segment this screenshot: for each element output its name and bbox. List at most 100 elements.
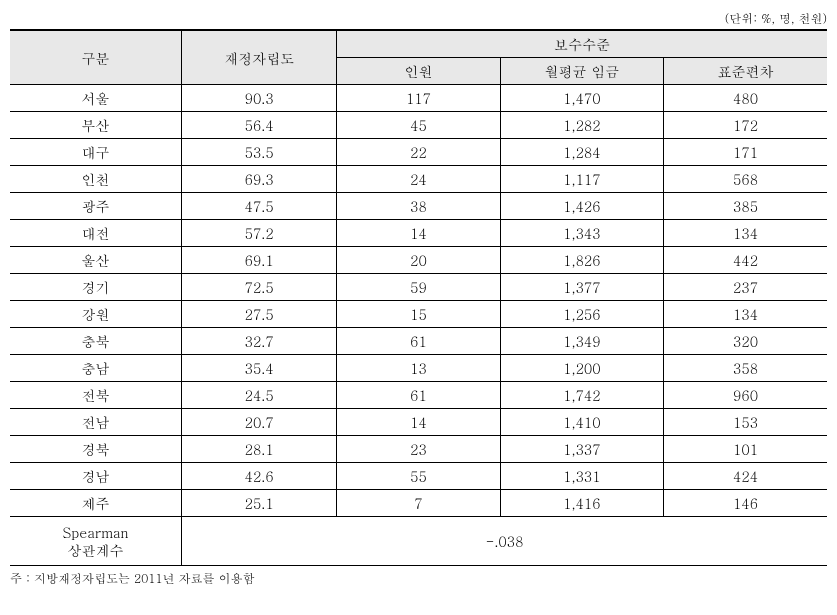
cell-region: 경기 <box>10 274 182 301</box>
table-row: 충남35.4131,200358 <box>10 355 827 382</box>
cell-region: 경북 <box>10 436 182 463</box>
table-row: 강원27.5151,256134 <box>10 301 827 328</box>
header-std: 표준편차 <box>664 58 827 85</box>
cell-wage: 1,410 <box>500 409 663 436</box>
cell-count: 7 <box>337 490 500 517</box>
fiscal-wage-table: 구분 재정자립도 보수수준 인원 월평균 임금 표준편차 서울90.31171,… <box>10 29 827 566</box>
unit-note: (단위: %, 명, 천원) <box>10 10 827 27</box>
cell-region: 충남 <box>10 355 182 382</box>
spearman-row: Spearman상관계수-.038 <box>10 517 827 566</box>
cell-count: 20 <box>337 247 500 274</box>
cell-std: 385 <box>664 193 827 220</box>
cell-wage: 1,416 <box>500 490 663 517</box>
table-row: 전북24.5611,742960 <box>10 382 827 409</box>
cell-region: 충북 <box>10 328 182 355</box>
cell-region: 대전 <box>10 220 182 247</box>
table-row: 경기72.5591,377237 <box>10 274 827 301</box>
table-row: 전남20.7141,410153 <box>10 409 827 436</box>
cell-region: 경남 <box>10 463 182 490</box>
cell-fiscal: 90.3 <box>182 85 337 112</box>
cell-count: 14 <box>337 220 500 247</box>
cell-count: 24 <box>337 166 500 193</box>
footnote: 주 : 지방재정자립도는 2011년 자료를 이용함 <box>10 570 827 587</box>
cell-region: 서울 <box>10 85 182 112</box>
cell-std: 153 <box>664 409 827 436</box>
table-row: 충북32.7611,349320 <box>10 328 827 355</box>
cell-fiscal: 42.6 <box>182 463 337 490</box>
cell-fiscal: 28.1 <box>182 436 337 463</box>
cell-wage: 1,742 <box>500 382 663 409</box>
cell-fiscal: 20.7 <box>182 409 337 436</box>
header-avg-wage: 월평균 임금 <box>500 58 663 85</box>
cell-fiscal: 57.2 <box>182 220 337 247</box>
cell-fiscal: 56.4 <box>182 112 337 139</box>
cell-count: 59 <box>337 274 500 301</box>
cell-count: 38 <box>337 193 500 220</box>
cell-std: 358 <box>664 355 827 382</box>
spearman-value: -.038 <box>182 517 827 566</box>
cell-wage: 1,200 <box>500 355 663 382</box>
cell-fiscal: 25.1 <box>182 490 337 517</box>
spearman-label: Spearman상관계수 <box>10 517 182 566</box>
table-row: 경남42.6551,331424 <box>10 463 827 490</box>
table-row: 광주47.5381,426385 <box>10 193 827 220</box>
cell-std: 480 <box>664 85 827 112</box>
cell-count: 23 <box>337 436 500 463</box>
cell-std: 568 <box>664 166 827 193</box>
cell-region: 부산 <box>10 112 182 139</box>
cell-count: 61 <box>337 382 500 409</box>
cell-wage: 1,256 <box>500 301 663 328</box>
cell-fiscal: 35.4 <box>182 355 337 382</box>
cell-wage: 1,426 <box>500 193 663 220</box>
header-count: 인원 <box>337 58 500 85</box>
cell-wage: 1,331 <box>500 463 663 490</box>
cell-region: 강원 <box>10 301 182 328</box>
cell-count: 22 <box>337 139 500 166</box>
cell-std: 960 <box>664 382 827 409</box>
cell-count: 13 <box>337 355 500 382</box>
cell-std: 171 <box>664 139 827 166</box>
cell-fiscal: 47.5 <box>182 193 337 220</box>
cell-region: 울산 <box>10 247 182 274</box>
cell-region: 전북 <box>10 382 182 409</box>
table-row: 부산56.4451,282172 <box>10 112 827 139</box>
header-fiscal: 재정자립도 <box>182 30 337 85</box>
cell-count: 117 <box>337 85 500 112</box>
cell-std: 101 <box>664 436 827 463</box>
cell-wage: 1,284 <box>500 139 663 166</box>
cell-region: 전남 <box>10 409 182 436</box>
table-row: 제주25.171,416146 <box>10 490 827 517</box>
cell-fiscal: 53.5 <box>182 139 337 166</box>
cell-std: 134 <box>664 301 827 328</box>
cell-fiscal: 27.5 <box>182 301 337 328</box>
table-row: 대구53.5221,284171 <box>10 139 827 166</box>
cell-fiscal: 69.1 <box>182 247 337 274</box>
cell-fiscal: 32.7 <box>182 328 337 355</box>
header-wage-group: 보수수준 <box>337 30 827 58</box>
table-row: 대전57.2141,343134 <box>10 220 827 247</box>
cell-fiscal: 69.3 <box>182 166 337 193</box>
cell-fiscal: 24.5 <box>182 382 337 409</box>
cell-region: 제주 <box>10 490 182 517</box>
table-row: 울산69.1201,826442 <box>10 247 827 274</box>
cell-count: 15 <box>337 301 500 328</box>
cell-count: 61 <box>337 328 500 355</box>
cell-wage: 1,826 <box>500 247 663 274</box>
cell-region: 광주 <box>10 193 182 220</box>
cell-wage: 1,470 <box>500 85 663 112</box>
cell-count: 55 <box>337 463 500 490</box>
cell-std: 424 <box>664 463 827 490</box>
cell-std: 237 <box>664 274 827 301</box>
cell-wage: 1,337 <box>500 436 663 463</box>
cell-wage: 1,349 <box>500 328 663 355</box>
cell-region: 인천 <box>10 166 182 193</box>
cell-wage: 1,377 <box>500 274 663 301</box>
cell-std: 442 <box>664 247 827 274</box>
cell-std: 146 <box>664 490 827 517</box>
cell-wage: 1,282 <box>500 112 663 139</box>
cell-count: 14 <box>337 409 500 436</box>
table-row: 서울90.31171,470480 <box>10 85 827 112</box>
cell-wage: 1,117 <box>500 166 663 193</box>
cell-region: 대구 <box>10 139 182 166</box>
cell-fiscal: 72.5 <box>182 274 337 301</box>
